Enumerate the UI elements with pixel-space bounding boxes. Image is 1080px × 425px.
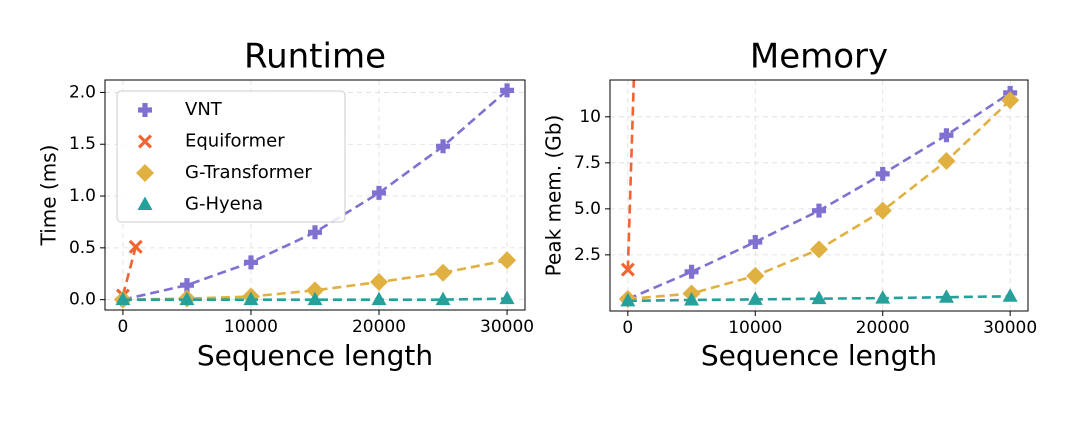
plot-area bbox=[113, 83, 517, 309]
y-tick-label: 7.5 bbox=[574, 153, 601, 173]
marker bbox=[179, 278, 194, 293]
plot-area bbox=[618, 80, 1020, 309]
x-tick-label: 0 bbox=[118, 317, 129, 337]
marker bbox=[873, 201, 892, 220]
marker bbox=[136, 164, 154, 182]
y-tick-label: 5.0 bbox=[574, 199, 601, 219]
plot-frame bbox=[609, 79, 1029, 312]
marker bbox=[1001, 91, 1020, 110]
marker bbox=[499, 290, 515, 305]
marker bbox=[620, 292, 636, 307]
legend-label: G-Transformer bbox=[185, 162, 312, 183]
marker bbox=[938, 289, 954, 303]
y-tick-label: 1.0 bbox=[69, 186, 96, 206]
marker bbox=[137, 196, 153, 210]
x-tick-label: 10000 bbox=[728, 318, 782, 338]
marker bbox=[307, 291, 323, 306]
y-tick-label: 2.0 bbox=[69, 82, 96, 102]
chart-title: Memory bbox=[750, 37, 888, 77]
y-tick-label: 10 bbox=[579, 107, 601, 127]
marker bbox=[811, 290, 827, 305]
x-axis-label: Sequence length bbox=[701, 339, 937, 372]
legend-label: G-Hyena bbox=[185, 194, 263, 215]
y-axis-label: Peak mem. (Gb) bbox=[542, 115, 566, 277]
legend: VNT Equiformer G-Transformer G-Hyena bbox=[116, 90, 346, 223]
marker bbox=[115, 291, 131, 306]
marker bbox=[684, 291, 700, 306]
marker bbox=[138, 103, 152, 117]
y-tick-label: 0.0 bbox=[69, 290, 96, 310]
x-axis-label: Sequence length bbox=[197, 339, 433, 372]
marker bbox=[434, 263, 453, 282]
marker bbox=[498, 251, 517, 270]
marker bbox=[937, 151, 956, 170]
marker bbox=[620, 262, 635, 277]
y-tick-label: 0.5 bbox=[69, 238, 96, 258]
marker bbox=[748, 234, 763, 249]
marker bbox=[747, 291, 763, 305]
marker bbox=[812, 203, 827, 218]
y-tick-label: 1.5 bbox=[69, 134, 96, 154]
legend-label: VNT bbox=[185, 99, 223, 120]
legend-box bbox=[116, 90, 346, 223]
legend-label: Equiformer bbox=[185, 131, 285, 152]
marker bbox=[243, 291, 259, 306]
marker bbox=[138, 134, 152, 149]
marker bbox=[436, 139, 451, 154]
marker bbox=[370, 273, 389, 292]
chart-title: Runtime bbox=[244, 37, 386, 77]
x-tick-label: 10000 bbox=[224, 317, 278, 337]
marker bbox=[306, 281, 324, 300]
marker bbox=[179, 291, 195, 306]
x-tick-label: 30000 bbox=[983, 318, 1037, 338]
marker bbox=[128, 239, 143, 254]
marker bbox=[435, 291, 451, 306]
x-tick-label: 30000 bbox=[480, 317, 534, 337]
y-axis-label: Time (ms) bbox=[37, 145, 61, 247]
marker bbox=[939, 128, 954, 143]
x-tick-label: 20000 bbox=[352, 317, 406, 337]
marker bbox=[684, 264, 699, 279]
marker bbox=[371, 291, 387, 306]
marker bbox=[500, 83, 515, 98]
marker bbox=[1002, 288, 1018, 302]
marker bbox=[746, 266, 765, 285]
series-line bbox=[627, 91, 1011, 301]
marker bbox=[810, 240, 828, 259]
plot-frame bbox=[104, 79, 526, 311]
y-tick-label: 2.5 bbox=[574, 245, 601, 265]
series-line bbox=[626, 80, 636, 270]
marker bbox=[875, 290, 891, 304]
marker bbox=[372, 185, 387, 200]
series-line bbox=[121, 246, 137, 296]
x-tick-label: 0 bbox=[622, 318, 633, 338]
x-tick-label: 20000 bbox=[856, 318, 910, 338]
marker bbox=[308, 225, 322, 240]
marker bbox=[243, 255, 258, 270]
marker bbox=[875, 166, 890, 181]
